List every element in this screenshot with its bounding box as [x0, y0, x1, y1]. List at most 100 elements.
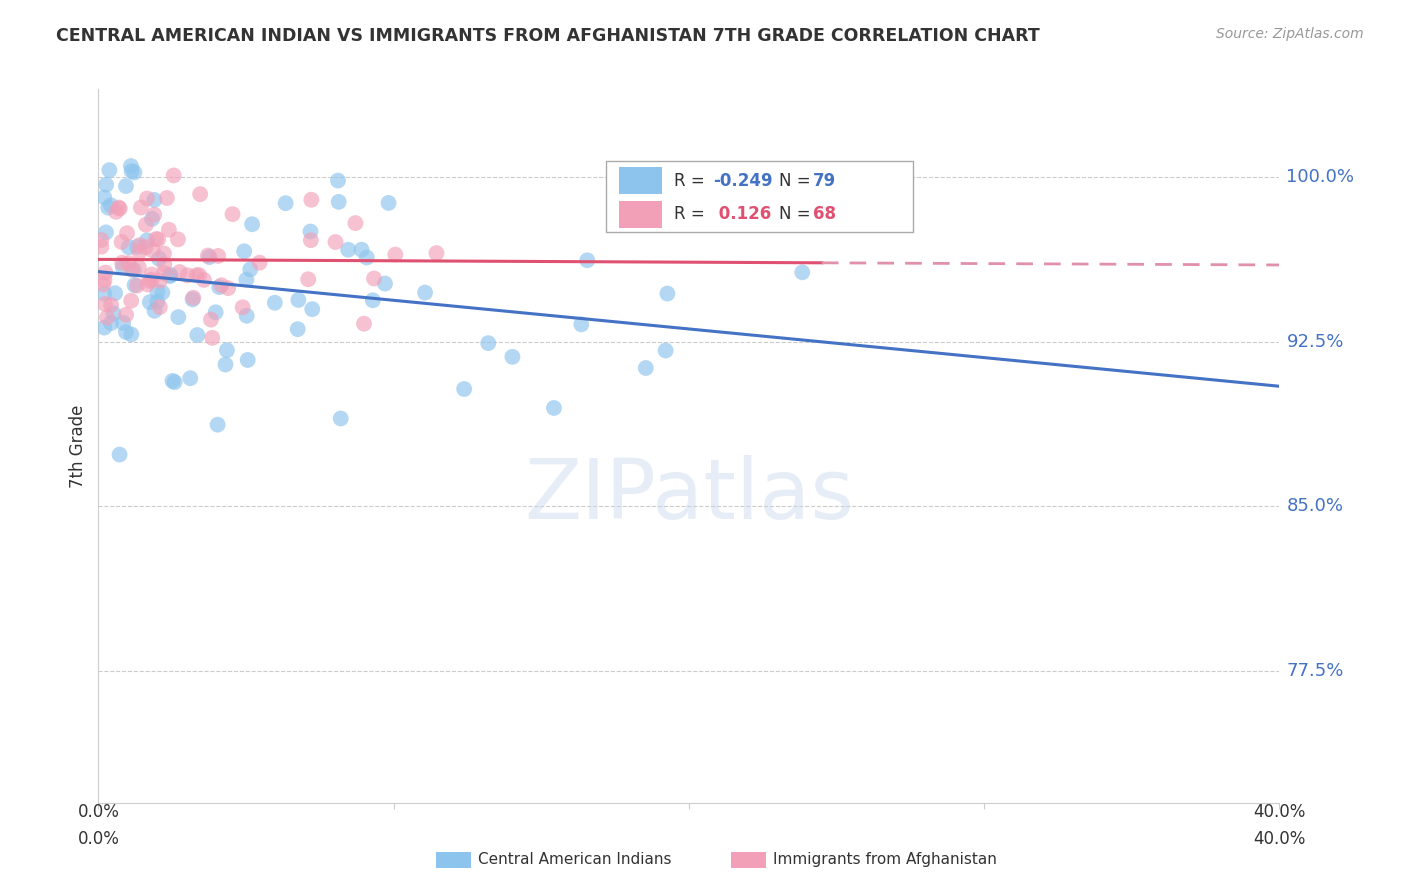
Point [344, 216, 367, 230]
Point [127, 240, 149, 254]
Point [188, 268, 211, 282]
Point [384, 247, 406, 261]
Point [233, 244, 256, 259]
Point [107, 201, 129, 215]
Text: N =: N = [779, 171, 815, 189]
Point [149, 274, 172, 288]
Point [186, 328, 208, 343]
Point [654, 343, 676, 358]
Text: 40.0%: 40.0% [1253, 803, 1306, 821]
Point [124, 278, 146, 293]
Point [136, 277, 159, 292]
Point [299, 193, 322, 207]
Point [236, 353, 259, 368]
Point [179, 371, 201, 385]
Point [163, 169, 186, 183]
Point [201, 331, 224, 345]
Text: ZIPatlas: ZIPatlas [524, 456, 853, 536]
Point [328, 194, 350, 209]
Point [181, 291, 204, 305]
Point [221, 207, 243, 221]
Point [115, 226, 138, 240]
Point [501, 350, 523, 364]
Point [569, 318, 592, 332]
Point [94, 266, 117, 280]
Point [98, 163, 121, 178]
Point [110, 235, 132, 249]
Point [326, 173, 349, 187]
Point [103, 306, 125, 320]
Point [105, 204, 128, 219]
Point [135, 218, 157, 232]
Point [139, 295, 162, 310]
Point [150, 285, 173, 300]
Point [361, 293, 384, 308]
Point [159, 268, 181, 283]
Text: CENTRAL AMERICAN INDIAN VS IMMIGRANTS FROM AFGHANISTAN 7TH GRADE CORRELATION CHA: CENTRAL AMERICAN INDIAN VS IMMIGRANTS FR… [56, 27, 1040, 45]
Point [118, 240, 141, 254]
Point [287, 322, 309, 336]
Point [145, 232, 167, 246]
Point [100, 198, 122, 212]
Text: 77.5%: 77.5% [1286, 662, 1344, 680]
Text: 0.0%: 0.0% [77, 830, 120, 847]
Point [217, 281, 239, 295]
Text: R =: R = [673, 205, 710, 223]
Point [120, 159, 142, 173]
Point [301, 302, 323, 317]
Point [208, 280, 231, 294]
Text: 0.0%: 0.0% [77, 803, 120, 821]
Point [240, 217, 263, 231]
Point [657, 286, 679, 301]
Point [121, 262, 143, 277]
Text: 85.0%: 85.0% [1286, 498, 1344, 516]
Point [146, 294, 169, 309]
Text: R =: R = [673, 171, 710, 189]
Point [153, 257, 176, 271]
Point [135, 240, 157, 254]
Point [143, 208, 166, 222]
Point [156, 191, 179, 205]
Point [124, 165, 146, 179]
Point [149, 300, 172, 314]
Point [413, 285, 436, 300]
Point [181, 293, 204, 307]
Point [93, 320, 115, 334]
Point [287, 293, 309, 307]
Point [356, 251, 378, 265]
Point [167, 310, 190, 325]
Point [197, 248, 219, 262]
Point [576, 253, 599, 268]
Point [100, 298, 122, 312]
Point [93, 286, 115, 301]
Y-axis label: 7th Grade: 7th Grade [69, 404, 87, 488]
Point [249, 255, 271, 269]
Point [214, 358, 236, 372]
Point [115, 325, 138, 339]
Point [141, 211, 163, 226]
Point [215, 343, 238, 358]
Point [153, 266, 176, 280]
Point [188, 187, 211, 202]
Point [136, 191, 159, 205]
Point [159, 268, 181, 282]
Point [477, 336, 499, 351]
Point [374, 277, 396, 291]
Point [325, 235, 347, 249]
Text: Immigrants from Afghanistan: Immigrants from Afghanistan [773, 853, 997, 867]
Point [115, 308, 138, 322]
Point [186, 268, 208, 283]
Text: -0.249: -0.249 [713, 171, 773, 189]
Point [141, 272, 163, 286]
Point [198, 250, 221, 264]
Point [91, 277, 114, 292]
Point [90, 240, 112, 254]
Point [299, 233, 322, 247]
Text: 0.126: 0.126 [713, 205, 772, 223]
Point [94, 226, 117, 240]
Point [363, 271, 385, 285]
Point [143, 193, 166, 207]
Point [209, 278, 232, 293]
Point [350, 243, 373, 257]
Point [112, 316, 135, 330]
